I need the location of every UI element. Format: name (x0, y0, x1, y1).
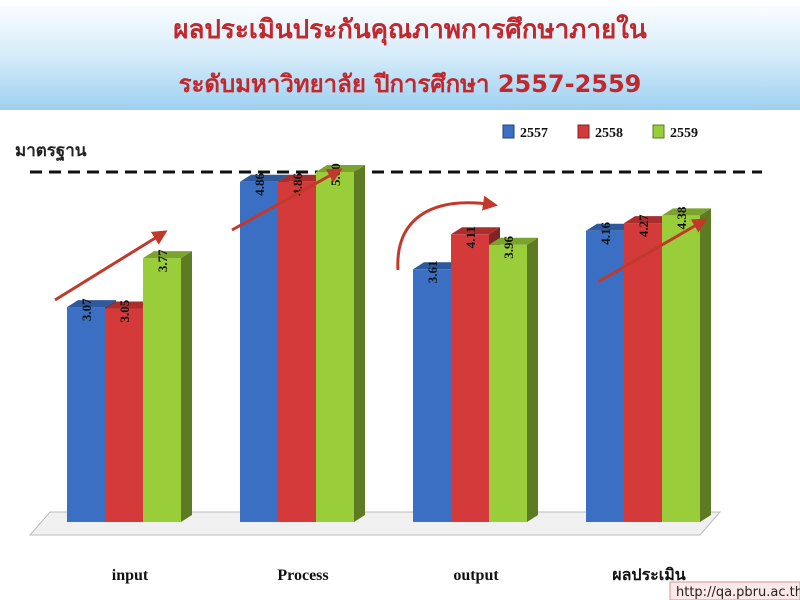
legend-label: 2559 (670, 126, 698, 141)
bar-top (240, 174, 289, 182)
bar (67, 307, 105, 522)
bar-top (586, 223, 635, 231)
value-label: 4.38 (674, 206, 689, 229)
bar-side (354, 165, 365, 522)
trend-arrow (231, 168, 343, 232)
value-label: 3.61 (425, 261, 440, 284)
subtitle: ระดับมหาวิทยาลัย ปีการศึกษา 2557-2559 (179, 70, 642, 98)
bar-top (413, 262, 462, 270)
bar (662, 215, 700, 522)
trend-arrows (54, 168, 708, 302)
bar-top (624, 216, 673, 224)
value-label: 4.11 (463, 226, 478, 248)
trend-arrow (396, 195, 498, 271)
bar-side (700, 208, 711, 522)
value-label: 4.16 (598, 222, 613, 245)
legend-label: 2558 (595, 126, 623, 141)
bar (278, 181, 316, 523)
bar (451, 234, 489, 523)
reference-label: มาตรฐาน (15, 141, 87, 162)
value-label: 4.86 (252, 173, 267, 196)
title-band (0, 0, 800, 110)
bar (316, 172, 354, 522)
legend-swatch (577, 124, 590, 139)
bar-top (662, 208, 711, 216)
value-label: 3.07 (79, 298, 94, 321)
bar (586, 230, 624, 523)
x-tick-label: output (453, 567, 499, 584)
footer-box (669, 581, 800, 600)
bar-top (105, 301, 154, 309)
trend-arrow (54, 230, 168, 302)
bar (489, 244, 527, 523)
title: ผลประเมินประกันคุณภาพการศึกษาภายใน (173, 14, 647, 46)
bar (624, 223, 662, 522)
bar-top (451, 227, 500, 235)
bar-side (527, 237, 538, 523)
bar (143, 258, 181, 522)
bar (240, 181, 278, 523)
bar-top (278, 174, 327, 182)
bar-top (67, 300, 116, 308)
legend-swatch (502, 124, 515, 139)
legend-label: 2557 (520, 126, 548, 141)
x-tick-label: input (112, 567, 149, 584)
trend-arrow (597, 218, 708, 284)
value-label: 4.27 (636, 214, 651, 237)
bar-top (489, 237, 538, 245)
bar (413, 269, 451, 522)
x-tick-label: Process (277, 567, 328, 584)
bar-side (181, 251, 192, 522)
legend-swatch (652, 124, 665, 139)
value-label: 3.96 (501, 236, 516, 259)
bar (105, 308, 143, 522)
footer: http://qa.pbru.ac.th (676, 585, 800, 600)
bar-top (143, 251, 192, 259)
value-label: 3.05 (117, 299, 132, 322)
value-label: 3.77 (155, 249, 170, 272)
x-tick-label: ผลประเมิน (612, 566, 686, 584)
legend: 2557 2558 2559 (502, 124, 698, 141)
